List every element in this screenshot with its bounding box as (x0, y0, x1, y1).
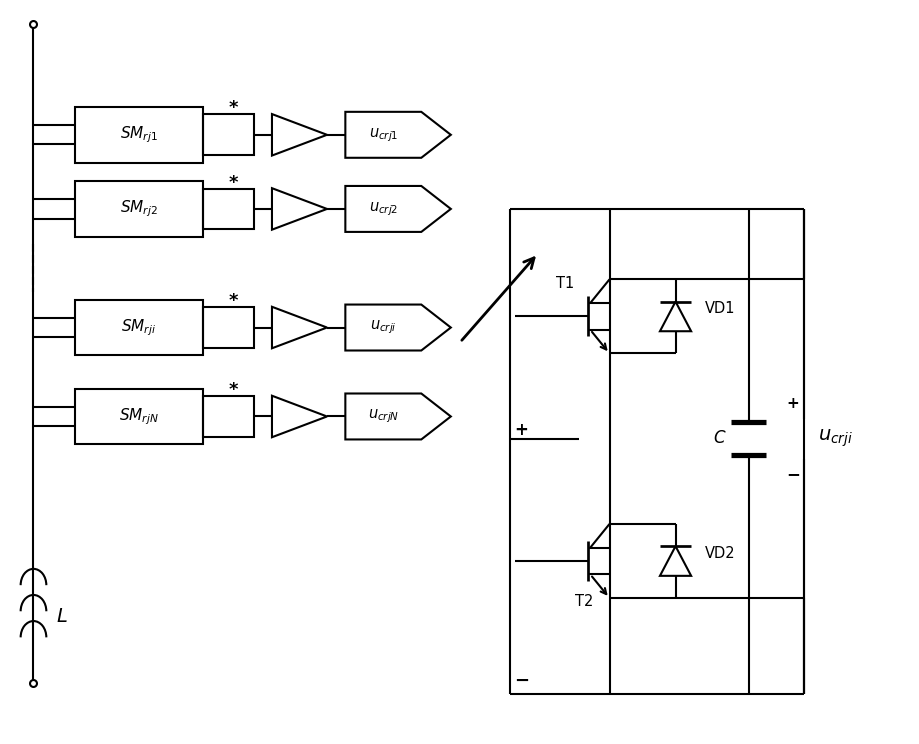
Text: $C$: $C$ (712, 430, 726, 447)
Bar (74, 388, 203, 444)
Text: *: * (228, 381, 237, 400)
Text: *: * (228, 292, 237, 310)
Bar (203, 115, 254, 155)
Text: $u_{crjN}$: $u_{crjN}$ (368, 408, 399, 426)
Bar (74, 181, 203, 237)
Bar (74, 107, 203, 163)
Bar (203, 188, 254, 229)
Text: $u_{crj2}$: $u_{crj2}$ (369, 200, 398, 218)
Text: +: + (786, 397, 799, 411)
Text: −: − (785, 464, 799, 483)
Bar (74, 300, 203, 356)
Text: +: + (514, 421, 528, 439)
Text: $u_{crj1}$: $u_{crj1}$ (369, 126, 398, 144)
Text: $u_{crji}$: $u_{crji}$ (817, 428, 852, 449)
Text: VD1: VD1 (704, 301, 734, 316)
Bar (203, 396, 254, 437)
Text: $SM_{rj2}$: $SM_{rj2}$ (119, 199, 158, 219)
Text: $L$: $L$ (56, 608, 68, 626)
Text: $SM_{rji}$: $SM_{rji}$ (121, 317, 156, 338)
Text: $SM_{rj1}$: $SM_{rj1}$ (119, 124, 158, 145)
Text: *: * (228, 173, 237, 192)
Text: $SM_{rjN}$: $SM_{rjN}$ (119, 406, 159, 427)
Text: VD2: VD2 (704, 546, 734, 561)
Text: T2: T2 (574, 594, 593, 609)
Text: *: * (228, 100, 237, 118)
Bar (203, 307, 254, 348)
Text: $u_{crji}$: $u_{crji}$ (369, 318, 396, 336)
Text: −: − (514, 672, 528, 690)
Text: T1: T1 (556, 275, 574, 291)
